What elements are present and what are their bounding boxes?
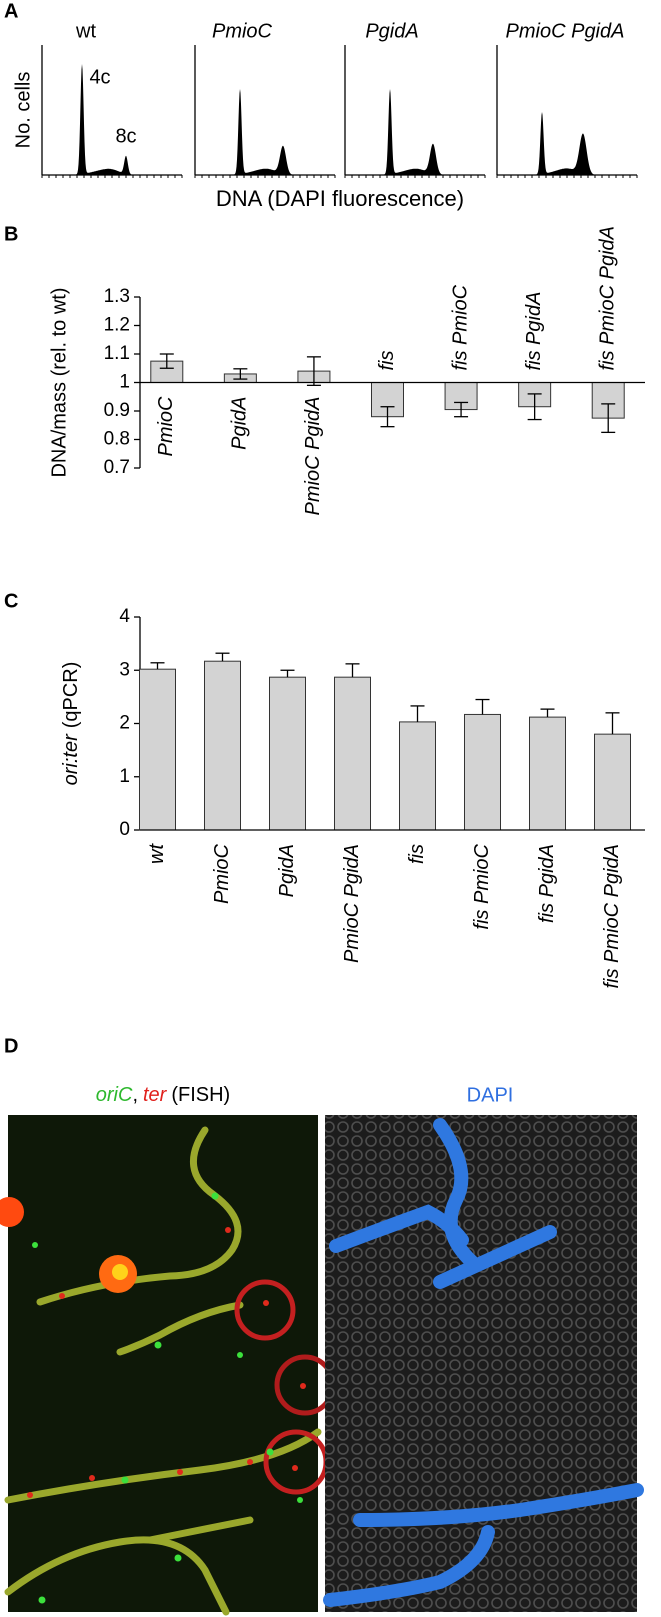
dapi-image — [323, 1115, 644, 1612]
y-tick-label: 4 — [119, 606, 130, 627]
x-tick-label: PmioC PgidA — [341, 844, 363, 963]
error-bar — [475, 698, 490, 715]
error-bar — [527, 393, 542, 421]
panel-letter: A — [4, 0, 18, 22]
bar — [334, 676, 371, 831]
bar — [594, 733, 631, 831]
y-axis-label-part: ori:ter — [60, 733, 82, 785]
x-tick-label: fis — [406, 844, 428, 864]
x-tick-label: wt — [146, 843, 168, 864]
error-bar — [380, 406, 395, 428]
title-part: , — [132, 1084, 138, 1106]
y-axis-label-part: (qPCR) — [60, 662, 82, 729]
error-bar — [159, 353, 174, 369]
x-tick-label: fis PmioC PgidA — [601, 844, 623, 989]
y-tick-label: 1.1 — [104, 343, 130, 364]
histogram — [497, 112, 637, 175]
histogram — [42, 64, 182, 175]
peak-label: 8c — [115, 125, 136, 147]
histogram — [195, 89, 335, 175]
histogram-title: wt — [75, 20, 96, 42]
error-bar — [233, 368, 248, 380]
x-tick-label: PgidA — [276, 844, 298, 897]
y-tick-label: 1.2 — [104, 315, 130, 336]
x-tick-label: fis — [376, 351, 398, 371]
error-bar — [540, 708, 555, 718]
panel-letter: C — [4, 590, 18, 612]
error-bar — [345, 663, 360, 678]
image-title: DAPI — [467, 1084, 514, 1106]
y-tick-label: 1 — [119, 372, 130, 393]
histogram-title: PgidA — [365, 20, 418, 42]
error-bar — [280, 669, 295, 678]
error-bar — [605, 712, 620, 735]
histogram — [345, 89, 485, 175]
bar — [204, 660, 241, 831]
y-tick-label: 2 — [119, 713, 130, 734]
bar — [269, 676, 306, 831]
title-part: (FISH) — [171, 1084, 230, 1106]
y-tick-label: 0.9 — [104, 400, 130, 421]
y-tick-label: 1.3 — [104, 286, 130, 307]
y-axis-label: ori:ter (qPCR) — [60, 662, 82, 786]
x-tick-label: PgidA — [229, 397, 251, 450]
x-tick-label: fis PgidA — [536, 844, 558, 923]
bar — [139, 668, 176, 831]
x-tick-label: fis PmioC — [449, 284, 471, 370]
histogram-title: PmioC — [212, 20, 273, 42]
title-part: ter — [143, 1084, 168, 1106]
image-title: oriC, ter (FISH) — [96, 1084, 230, 1106]
error-bar — [150, 662, 165, 670]
fish-image — [0, 1115, 336, 1616]
error-bar — [601, 403, 616, 434]
histograms — [41, 45, 638, 178]
x-tick-label: fis PmioC — [471, 843, 493, 929]
y-tick-label: 0.7 — [104, 457, 130, 478]
y-tick-label: 3 — [119, 659, 130, 680]
bar — [399, 721, 436, 831]
y-tick-label: 0.8 — [104, 429, 130, 450]
x-tick-label: PmioC — [211, 843, 233, 904]
y-tick-label: 0 — [119, 819, 130, 840]
bar — [529, 716, 566, 831]
panel-letter: D — [4, 1035, 18, 1057]
y-axis-label: DNA/mass (rel. to wt) — [48, 287, 70, 477]
x-tick-label: fis PgidA — [523, 292, 545, 371]
panel-letter: B — [4, 223, 18, 245]
title-part: oriC — [96, 1084, 133, 1106]
histogram-title: PmioC PgidA — [506, 20, 625, 42]
y-tick-label: 1 — [119, 766, 130, 787]
y-axis-label: No. cells — [12, 72, 34, 149]
x-tick-label: PmioC — [155, 396, 177, 457]
error-bar — [215, 652, 230, 662]
error-bar — [306, 356, 321, 387]
bar — [464, 713, 501, 831]
peak-label: 4c — [89, 66, 110, 88]
error-bar — [454, 401, 469, 418]
x-tick-label: PmioC PgidA — [302, 397, 324, 516]
error-bar — [410, 705, 425, 722]
x-axis-label: DNA (DAPI fluorescence) — [216, 186, 464, 211]
x-tick-label: fis PmioC PgidA — [596, 226, 618, 371]
